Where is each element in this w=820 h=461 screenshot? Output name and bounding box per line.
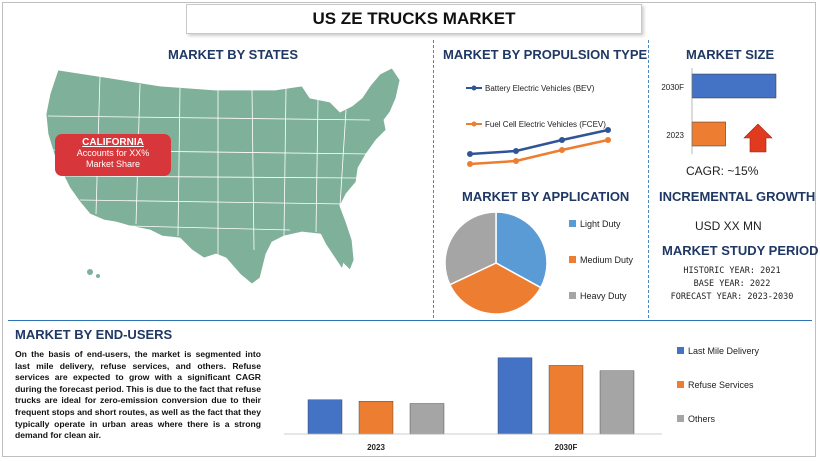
end-users-description: On the basis of end-users, the market is… xyxy=(15,349,261,441)
data-point-1-2 xyxy=(559,147,565,153)
legend-label-0: Battery Electric Vehicles (BEV) xyxy=(485,84,595,93)
data-point-1-3 xyxy=(605,137,611,143)
size-category-label: 2030F xyxy=(661,83,684,92)
hawaii-island xyxy=(96,274,100,278)
size-bar-0 xyxy=(691,73,777,99)
dashboard-frame xyxy=(2,2,816,457)
end-user-bar-0-0 xyxy=(307,399,343,435)
florida-shape xyxy=(320,232,344,268)
us-map-shape xyxy=(45,67,401,285)
data-point-0-3 xyxy=(605,127,611,133)
header-incremental: INCREMENTAL GROWTH xyxy=(659,189,816,204)
legend-marker-1 xyxy=(471,121,477,127)
pie-slice-0 xyxy=(495,211,548,289)
end-user-category-label: 2023 xyxy=(367,443,385,452)
header-application: MARKET BY APPLICATION xyxy=(462,189,630,204)
size-bar-1 xyxy=(691,121,726,147)
section-divider xyxy=(8,320,812,321)
callout-line1: Accounts for XX% xyxy=(76,148,150,158)
data-point-0-2 xyxy=(559,137,565,143)
california-callout: CALIFORNIA Accounts for XX% Market Share xyxy=(55,134,171,176)
end-user-legend-label-1: Refuse Services xyxy=(688,380,754,390)
end-users-bar-chart: 2023 2030F Last Mile Delivery Refuse Servic… xyxy=(284,346,760,452)
market-size-chart: 2030F 2023 xyxy=(661,68,777,154)
data-point-0-0 xyxy=(467,151,473,157)
base-year: BASE YEAR: 2022 xyxy=(693,279,771,289)
application-pie-chart: Light Duty Medium Duty Heavy Duty xyxy=(444,211,634,315)
end-user-bar-1-1 xyxy=(548,365,584,435)
propulsion-line-chart: Battery Electric Vehicles (BEV) Fuel Cell… xyxy=(466,84,611,167)
hawaii-island xyxy=(87,269,93,275)
pie-legend-label-2: Heavy Duty xyxy=(580,291,627,301)
series-line-0 xyxy=(469,128,609,156)
end-user-bar-0-1 xyxy=(358,401,394,435)
pie-slice-2 xyxy=(444,211,497,286)
pie-legend-swatch-0 xyxy=(569,220,576,227)
page-title: US ZE TRUCKS MARKET xyxy=(186,4,642,34)
forecast-year: FORECAST YEAR: 2023-2030 xyxy=(670,292,794,302)
end-user-legend-swatch-0 xyxy=(677,347,684,354)
data-point-1-0 xyxy=(467,161,473,167)
pie-legend-label-0: Light Duty xyxy=(580,219,621,229)
end-user-legend-swatch-1 xyxy=(677,381,684,388)
legend-marker-0 xyxy=(471,85,477,91)
end-user-category-label: 2030F xyxy=(555,443,578,452)
data-point-0-1 xyxy=(513,148,519,154)
pie-legend-label-1: Medium Duty xyxy=(580,255,634,265)
series-line-1 xyxy=(469,138,609,166)
end-user-bar-1-2 xyxy=(599,370,635,435)
pie-legend-swatch-2 xyxy=(569,292,576,299)
callout-line2: Market Share xyxy=(85,159,141,169)
historic-year: HISTORIC YEAR: 2021 xyxy=(683,266,781,276)
us-map xyxy=(45,67,401,285)
header-states: MARKET BY STATES xyxy=(168,47,299,62)
end-user-bar-0-2 xyxy=(409,403,445,435)
callout-title: CALIFORNIA xyxy=(82,137,144,148)
pie-slice-1 xyxy=(448,262,542,315)
end-user-legend-swatch-2 xyxy=(677,415,684,422)
cagr-label: CAGR: ~15% xyxy=(686,164,759,178)
divider-right xyxy=(648,40,649,318)
header-size: MARKET SIZE xyxy=(686,47,775,62)
divider-left xyxy=(433,40,434,318)
end-user-bar-1-0 xyxy=(497,357,533,435)
legend-label-1: Fuel Cell Electric Vehicles (FCEV) xyxy=(485,120,606,129)
header-end-users: MARKET BY END-USERS xyxy=(15,327,173,342)
end-user-legend-label-2: Others xyxy=(688,414,716,424)
size-category-label: 2023 xyxy=(666,131,684,140)
pie-legend-swatch-1 xyxy=(569,256,576,263)
header-propulsion: MARKET BY PROPULSION TYPE xyxy=(443,47,648,62)
data-point-1-1 xyxy=(513,158,519,164)
end-user-legend-label-0: Last Mile Delivery xyxy=(688,346,760,356)
growth-arrow-icon xyxy=(743,123,773,153)
incremental-value: USD XX MN xyxy=(695,219,762,233)
header-study-period: MARKET STUDY PERIOD xyxy=(662,243,819,258)
